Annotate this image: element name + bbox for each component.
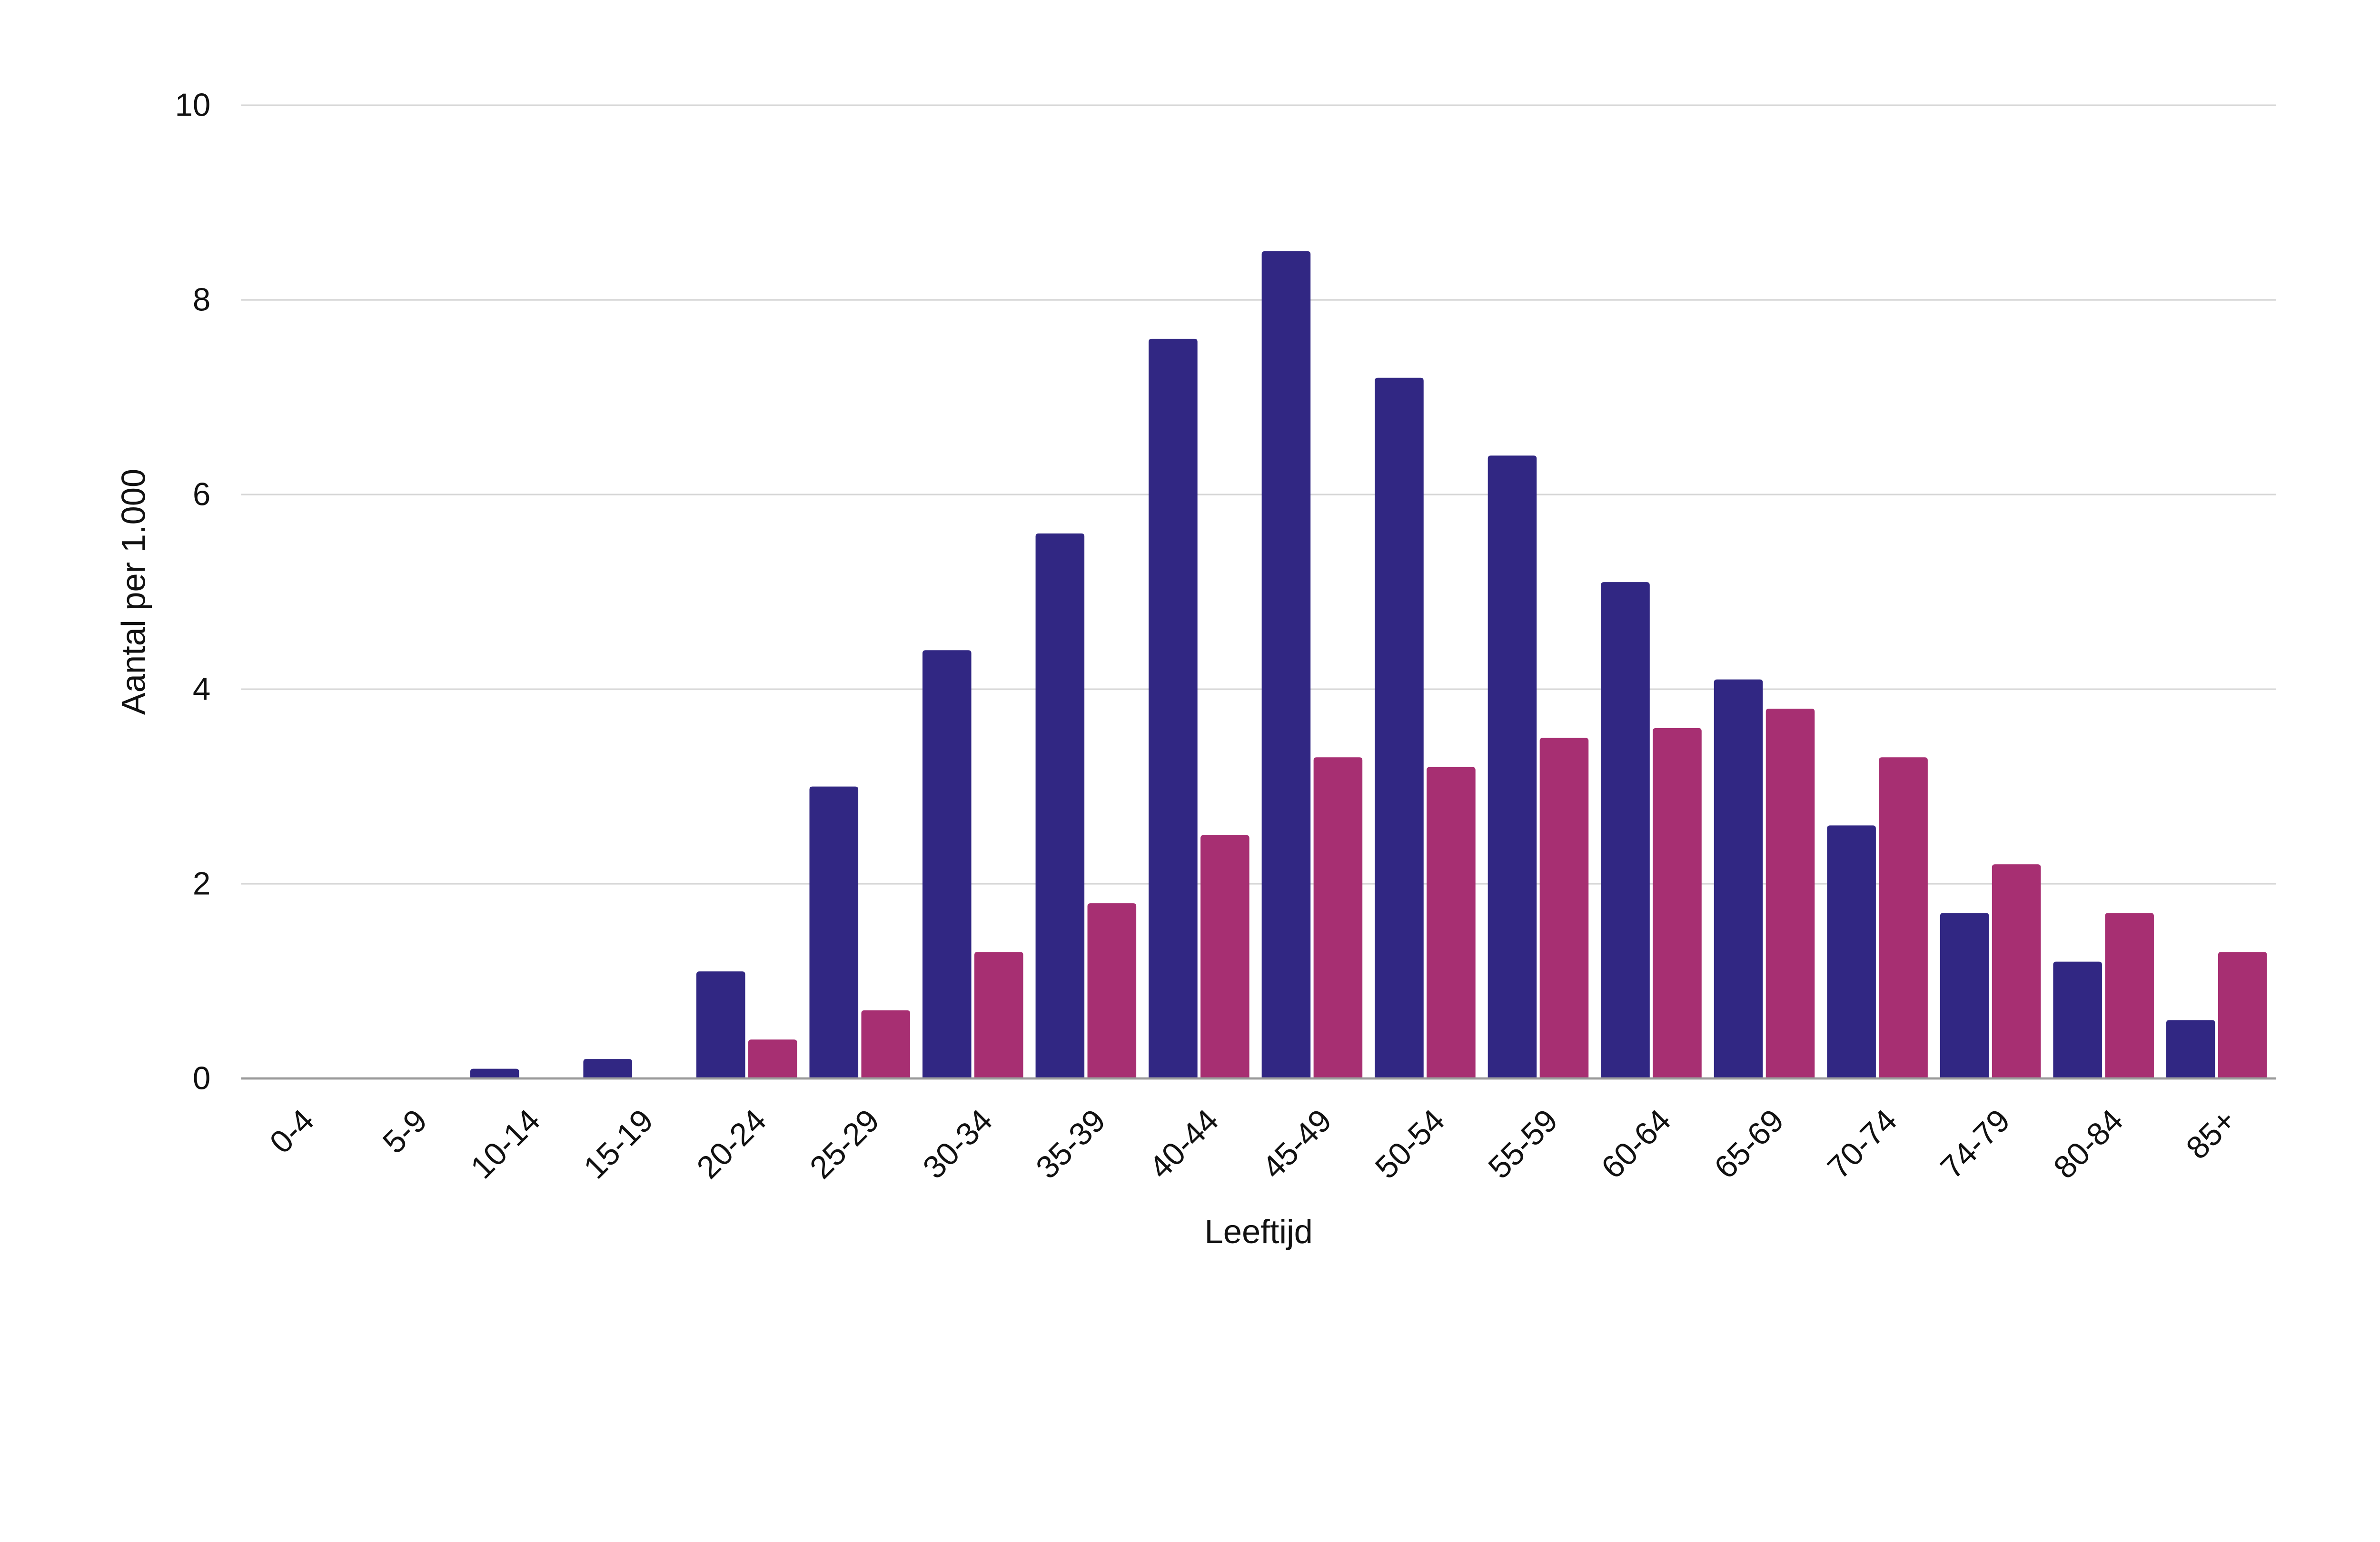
bar-65-69-series-2	[1765, 708, 1815, 1079]
bar-50-54-series-1	[1375, 377, 1424, 1079]
bar-20-24-series-2	[748, 1039, 797, 1079]
x-tick-label: 5-9	[376, 1103, 434, 1161]
x-tick-label: 35-39	[1029, 1103, 1112, 1186]
y-tick-label: 10	[175, 88, 210, 123]
bar-15-19-series-1	[583, 1059, 632, 1079]
bar-74-79-series-1	[1940, 913, 1989, 1079]
bar-40-44-series-1	[1149, 338, 1198, 1079]
x-axis-ticks: 0-4 5-9 10-14 15-19 20-24 25-29 30-34 35-39 40-4…	[263, 1103, 2243, 1186]
x-axis-label: Leeftijd	[1205, 1213, 1313, 1250]
x-tick-label: 65-69	[1707, 1103, 1791, 1186]
bar-35-39-series-1	[1035, 533, 1085, 1079]
y-tick-label: 4	[193, 672, 210, 707]
bar-55-59-series-2	[1539, 738, 1589, 1079]
x-tick-label: 74-79	[1934, 1103, 2017, 1186]
y-axis-ticks: 0 2 4 6 8 10	[175, 88, 210, 1097]
bar-20-24-series-1	[696, 971, 745, 1079]
x-tick-label: 55-59	[1481, 1103, 1565, 1186]
x-tick-label: 40-44	[1142, 1103, 1226, 1186]
bar-55-59-series-1	[1488, 455, 1537, 1079]
y-tick-label: 8	[193, 282, 210, 318]
x-tick-label: 45-49	[1255, 1103, 1339, 1186]
x-tick-label: 25-29	[803, 1103, 886, 1186]
bar-80-84-series-1	[2053, 961, 2102, 1079]
bar-70-74-series-2	[1879, 757, 1928, 1079]
x-tick-label: 0-4	[263, 1103, 321, 1161]
bar-35-39-series-2	[1087, 903, 1137, 1079]
bar-74-79-series-2	[1992, 864, 2041, 1079]
x-tick-label: 15-19	[577, 1103, 660, 1186]
bar-10-14-series-1	[470, 1068, 519, 1079]
y-tick-label: 6	[193, 477, 210, 513]
x-tick-label: 10-14	[464, 1103, 547, 1186]
bar-40-44-series-2	[1200, 835, 1250, 1079]
bars	[470, 251, 2267, 1079]
bar-60-64-series-2	[1653, 728, 1702, 1079]
gridlines	[241, 104, 2277, 885]
bar-25-29-series-2	[861, 1010, 911, 1079]
bar-chart: 0 2 4 6 8 10 0-4 5-9 10-14 15-19 20-24 25-29 30-34 3…	[114, 88, 2277, 1250]
bar-85+-series-2	[2218, 952, 2267, 1079]
bar-45-49-series-1	[1261, 251, 1311, 1079]
bar-45-49-series-2	[1313, 757, 1363, 1079]
bar-25-29-series-1	[809, 786, 859, 1079]
bar-65-69-series-1	[1714, 679, 1763, 1079]
bar-70-74-series-1	[1827, 825, 1876, 1079]
bar-85+-series-1	[2166, 1020, 2215, 1079]
y-tick-label: 2	[193, 866, 210, 901]
bar-80-84-series-2	[2105, 913, 2154, 1079]
x-tick-label: 85+	[2180, 1103, 2243, 1166]
bar-50-54-series-2	[1427, 767, 1476, 1079]
bar-60-64-series-1	[1601, 582, 1650, 1079]
x-tick-label: 20-24	[690, 1103, 774, 1186]
x-tick-label: 80-84	[2047, 1103, 2130, 1186]
bar-30-34-series-1	[922, 650, 972, 1079]
x-tick-label: 70-74	[1821, 1103, 1904, 1186]
y-axis-label: Aantal per 1.000	[114, 469, 152, 715]
bar-30-34-series-2	[974, 952, 1023, 1079]
x-tick-label: 30-34	[916, 1103, 1000, 1186]
x-tick-label: 60-64	[1595, 1103, 1678, 1186]
y-tick-label: 0	[193, 1060, 210, 1096]
x-tick-label: 50-54	[1368, 1103, 1452, 1186]
